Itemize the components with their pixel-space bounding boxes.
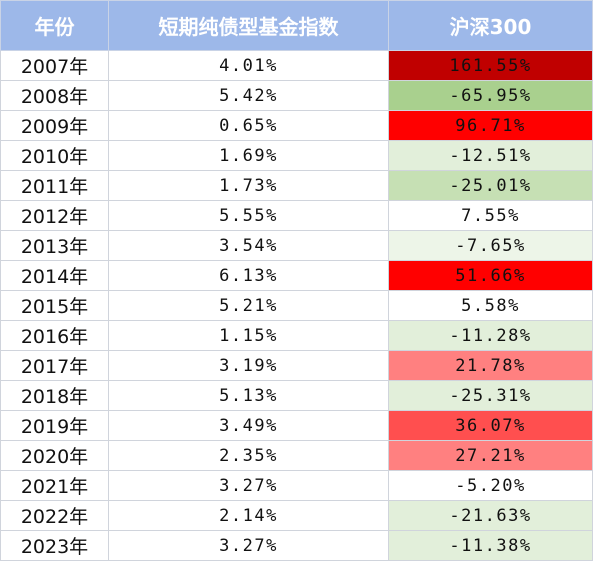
table-row: 2016年 1.15% -11.28% xyxy=(0,320,593,351)
year-cell: 2015年 xyxy=(0,290,109,321)
bond-return-cell: 0.65% xyxy=(108,110,389,141)
bond-return-cell: 1.15% xyxy=(108,320,389,351)
table-row: 2020年 2.35% 27.21% xyxy=(0,440,593,471)
bond-return-cell: 1.73% xyxy=(108,170,389,201)
year-cell: 2012年 xyxy=(0,200,109,231)
csi300-return-cell: 5.58% xyxy=(388,290,593,321)
table-row: 2015年 5.21% 5.58% xyxy=(0,290,593,321)
year-cell: 2022年 xyxy=(0,500,109,531)
bond-return-cell: 2.14% xyxy=(108,500,389,531)
table-row: 2007年 4.01% 161.55% xyxy=(0,50,593,81)
table-row: 2023年 3.27% -11.38% xyxy=(0,530,593,561)
table-body: 2007年 4.01% 161.55% 2008年 5.42% -65.95% 2009年 0… xyxy=(0,50,593,561)
year-cell: 2017年 xyxy=(0,350,109,381)
table-row: 2021年 3.27% -5.20% xyxy=(0,470,593,501)
year-cell: 2019年 xyxy=(0,410,109,441)
bond-return-cell: 5.42% xyxy=(108,80,389,111)
csi300-return-cell: 7.55% xyxy=(388,200,593,231)
table-row: 2022年 2.14% -21.63% xyxy=(0,500,593,531)
bond-return-cell: 5.13% xyxy=(108,380,389,411)
table-row: 2008年 5.42% -65.95% xyxy=(0,80,593,111)
year-cell: 2020年 xyxy=(0,440,109,471)
header-bond-fund-index: 短期纯债型基金指数 xyxy=(108,0,389,51)
year-cell: 2018年 xyxy=(0,380,109,411)
table-row: 2017年 3.19% 21.78% xyxy=(0,350,593,381)
csi300-return-cell: -21.63% xyxy=(388,500,593,531)
header-row: 年份 短期纯债型基金指数 沪深300 xyxy=(0,0,593,51)
csi300-return-cell: -25.01% xyxy=(388,170,593,201)
csi300-return-cell: -25.31% xyxy=(388,380,593,411)
table-row: 2011年 1.73% -25.01% xyxy=(0,170,593,201)
year-cell: 2021年 xyxy=(0,470,109,501)
bond-return-cell: 3.27% xyxy=(108,470,389,501)
year-cell: 2009年 xyxy=(0,110,109,141)
bond-return-cell: 4.01% xyxy=(108,50,389,81)
csi300-return-cell: -11.28% xyxy=(388,320,593,351)
year-cell: 2011年 xyxy=(0,170,109,201)
csi300-return-cell: 27.21% xyxy=(388,440,593,471)
year-cell: 2014年 xyxy=(0,260,109,291)
csi300-return-cell: -65.95% xyxy=(388,80,593,111)
year-cell: 2007年 xyxy=(0,50,109,81)
bond-return-cell: 3.19% xyxy=(108,350,389,381)
csi300-return-cell: -5.20% xyxy=(388,470,593,501)
csi300-return-cell: -7.65% xyxy=(388,230,593,261)
header-csi300: 沪深300 xyxy=(388,0,593,51)
year-cell: 2016年 xyxy=(0,320,109,351)
csi300-return-cell: 21.78% xyxy=(388,350,593,381)
year-cell: 2023年 xyxy=(0,530,109,561)
bond-return-cell: 5.55% xyxy=(108,200,389,231)
table-row: 2009年 0.65% 96.71% xyxy=(0,110,593,141)
table-row: 2019年 3.49% 36.07% xyxy=(0,410,593,441)
table-row: 2018年 5.13% -25.31% xyxy=(0,380,593,411)
table-row: 2014年 6.13% 51.66% xyxy=(0,260,593,291)
year-cell: 2008年 xyxy=(0,80,109,111)
header-year: 年份 xyxy=(0,0,109,51)
year-cell: 2013年 xyxy=(0,230,109,261)
csi300-return-cell: -11.38% xyxy=(388,530,593,561)
csi300-return-cell: 161.55% xyxy=(388,50,593,81)
csi300-return-cell: 36.07% xyxy=(388,410,593,441)
table-row: 2013年 3.54% -7.65% xyxy=(0,230,593,261)
bond-return-cell: 1.69% xyxy=(108,140,389,171)
csi300-return-cell: -12.51% xyxy=(388,140,593,171)
csi300-return-cell: 96.71% xyxy=(388,110,593,141)
bond-return-cell: 3.49% xyxy=(108,410,389,441)
bond-return-cell: 3.54% xyxy=(108,230,389,261)
table-row: 2010年 1.69% -12.51% xyxy=(0,140,593,171)
bond-return-cell: 3.27% xyxy=(108,530,389,561)
csi300-return-cell: 51.66% xyxy=(388,260,593,291)
bond-return-cell: 6.13% xyxy=(108,260,389,291)
bond-return-cell: 2.35% xyxy=(108,440,389,471)
bond-return-cell: 5.21% xyxy=(108,290,389,321)
year-cell: 2010年 xyxy=(0,140,109,171)
table-row: 2012年 5.55% 7.55% xyxy=(0,200,593,231)
